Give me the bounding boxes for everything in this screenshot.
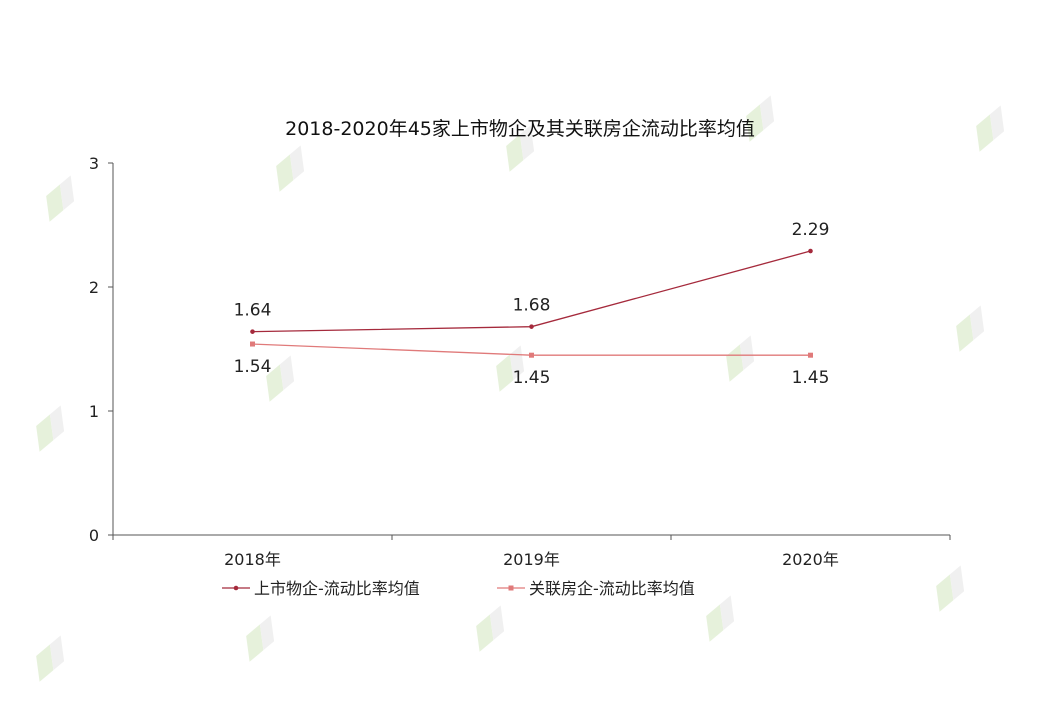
series-line bbox=[252, 250, 811, 333]
series-2: 1.54 1.45 1.45 bbox=[234, 341, 830, 388]
watermark-logo bbox=[276, 145, 305, 192]
watermark-logo bbox=[976, 105, 1005, 152]
data-label: 2.29 bbox=[792, 220, 830, 240]
x-tick-label: 2020年 bbox=[782, 550, 839, 569]
y-tick-label: 2 bbox=[89, 278, 99, 297]
legend-marker bbox=[508, 585, 514, 591]
legend-item-2: 关联房企-流动比率均值 bbox=[497, 579, 695, 598]
data-point bbox=[808, 352, 813, 358]
watermark-logo bbox=[36, 405, 65, 452]
watermark-logo bbox=[506, 125, 535, 172]
watermark-logo bbox=[246, 615, 275, 662]
data-label: 1.45 bbox=[513, 368, 551, 388]
watermark-logo bbox=[746, 95, 775, 142]
data-point bbox=[529, 352, 534, 358]
x-tick-label: 2018年 bbox=[224, 550, 281, 569]
watermark-logo bbox=[476, 605, 505, 652]
watermark-logo bbox=[936, 565, 965, 612]
watermark-logo bbox=[36, 635, 65, 682]
x-tick-label: 2019年 bbox=[503, 550, 560, 569]
data-point bbox=[529, 324, 534, 329]
series-1: 1.64 1.68 2.29 bbox=[234, 220, 830, 334]
y-tick-label: 0 bbox=[89, 526, 99, 545]
legend-label: 关联房企-流动比率均值 bbox=[529, 579, 695, 598]
watermark-logo bbox=[956, 305, 985, 352]
watermark-logo bbox=[46, 175, 75, 222]
data-point bbox=[808, 248, 813, 254]
legend-marker bbox=[233, 585, 239, 591]
data-label: 1.64 bbox=[234, 301, 272, 321]
watermark-logo bbox=[706, 595, 735, 642]
legend: 上市物企-流动比率均值 关联房企-流动比率均值 bbox=[222, 579, 695, 598]
data-point bbox=[250, 341, 255, 347]
watermark-logo bbox=[266, 355, 295, 402]
data-label: 1.45 bbox=[792, 368, 830, 388]
watermark-logo bbox=[726, 335, 755, 382]
y-tick-label: 1 bbox=[89, 402, 99, 421]
axes: 0 1 2 3 2018年 2019年 2020年 bbox=[89, 154, 951, 569]
legend-item-1: 上市物企-流动比率均值 bbox=[222, 579, 420, 598]
data-label: 1.54 bbox=[234, 357, 272, 377]
data-label: 1.68 bbox=[513, 296, 551, 316]
legend-label: 上市物企-流动比率均值 bbox=[254, 579, 420, 598]
data-point bbox=[250, 329, 255, 334]
watermark-layer bbox=[36, 95, 1005, 682]
series-layer: 1.64 1.68 2.29 1.54 1.45 1.45 bbox=[234, 220, 830, 388]
chart-title: 2018-2020年45家上市物企及其关联房企流动比率均值 bbox=[285, 118, 755, 140]
y-tick-label: 3 bbox=[89, 154, 99, 173]
